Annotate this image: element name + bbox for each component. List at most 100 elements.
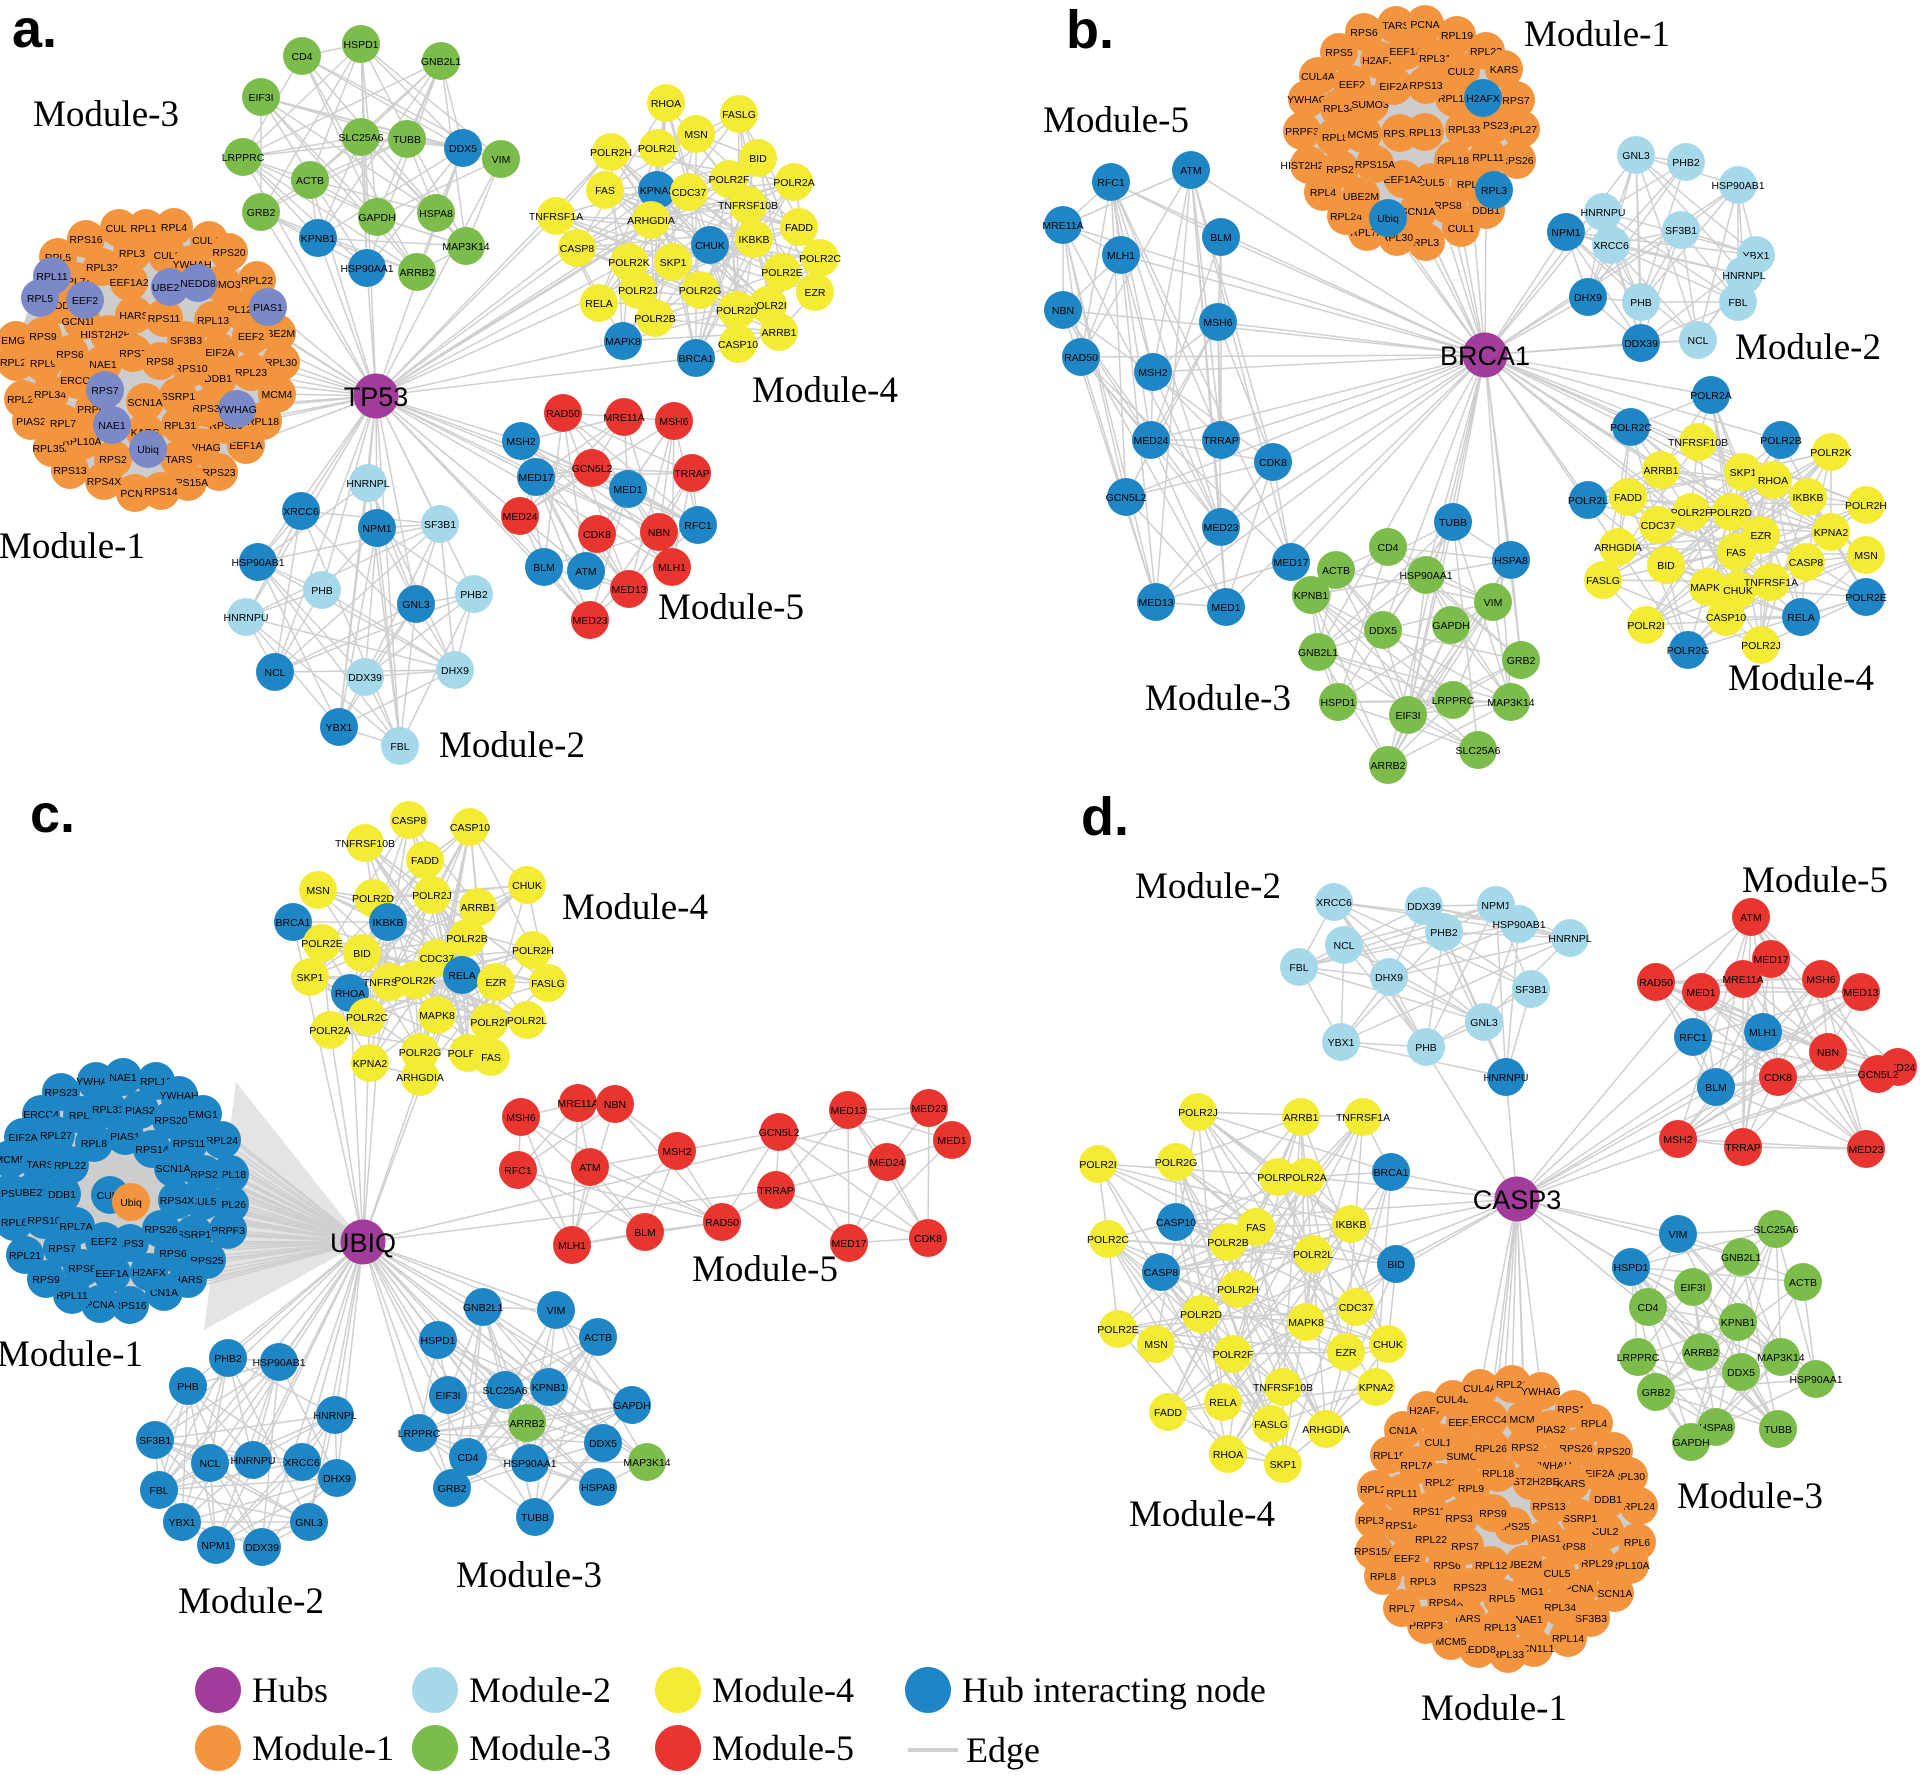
svg-text:GCN5L2: GCN5L2: [1106, 492, 1147, 504]
svg-text:RAD50: RAD50: [1639, 977, 1673, 989]
svg-text:NCL: NCL: [264, 667, 285, 679]
svg-text:RPL27: RPL27: [1505, 124, 1537, 136]
svg-text:EEF2: EEF2: [238, 331, 264, 343]
svg-text:KPNB1: KPNB1: [301, 233, 336, 245]
svg-text:GCN5L2: GCN5L2: [759, 1127, 800, 1139]
svg-text:CUL5: CUL5: [190, 1196, 217, 1208]
svg-text:CASP8: CASP8: [1144, 1267, 1179, 1279]
svg-text:FADD: FADD: [411, 855, 439, 867]
svg-text:H2AFX: H2AFX: [1466, 93, 1500, 105]
svg-text:Module-3: Module-3: [456, 1555, 602, 1596]
svg-text:GNB2L1: GNB2L1: [1721, 1252, 1761, 1264]
svg-text:MSH2: MSH2: [506, 436, 535, 448]
svg-text:GNL3: GNL3: [295, 1517, 323, 1529]
svg-text:d.: d.: [1081, 787, 1129, 847]
svg-text:NAE1: NAE1: [89, 359, 117, 371]
svg-text:RPL19: RPL19: [1441, 30, 1473, 42]
svg-text:MRE11A: MRE11A: [603, 412, 644, 424]
svg-text:MAP3K14: MAP3K14: [1757, 1352, 1804, 1364]
svg-text:RPS2: RPS2: [1511, 1442, 1539, 1454]
svg-text:RPL7A: RPL7A: [59, 1221, 92, 1233]
svg-text:NBN: NBN: [1052, 305, 1074, 317]
svg-text:FADD: FADD: [785, 222, 813, 234]
svg-text:MCM4: MCM4: [1510, 1414, 1541, 1426]
svg-text:FADD: FADD: [1614, 492, 1642, 504]
svg-text:RPS3: RPS3: [116, 1238, 144, 1250]
svg-text:MSH2: MSH2: [662, 1146, 691, 1158]
svg-text:RPL34: RPL34: [1323, 103, 1355, 115]
svg-text:MED13: MED13: [1138, 597, 1173, 609]
svg-text:UBE2M: UBE2M: [15, 1187, 51, 1199]
svg-text:POLR2G: POLR2G: [1155, 1157, 1198, 1169]
svg-text:ACTB: ACTB: [1789, 1277, 1817, 1289]
svg-text:TARS: TARS: [26, 1159, 53, 1171]
svg-text:KPNB1: KPNB1: [532, 1382, 567, 1394]
svg-text:RELA: RELA: [585, 298, 612, 310]
svg-text:MSH6: MSH6: [1806, 974, 1835, 986]
svg-text:IKBKB: IKBKB: [739, 234, 770, 246]
svg-text:HSP90AA1: HSP90AA1: [503, 1458, 556, 1470]
svg-text:SLC25A6: SLC25A6: [1754, 1224, 1799, 1236]
svg-text:NPM1: NPM1: [362, 523, 391, 535]
svg-text:GNB2L1: GNB2L1: [463, 1302, 503, 1314]
svg-text:POLR2L: POLR2L: [1568, 495, 1608, 507]
svg-text:TRRAP: TRRAP: [1725, 1142, 1761, 1154]
svg-text:POLR2J: POLR2J: [1741, 640, 1781, 652]
svg-text:LRPPRC: LRPPRC: [398, 1428, 441, 1440]
svg-text:Edge: Edge: [966, 1730, 1040, 1770]
svg-text:NPM1: NPM1: [1551, 227, 1580, 239]
svg-text:NEDD8: NEDD8: [180, 278, 216, 290]
svg-text:LRPPRC: LRPPRC: [1617, 1352, 1660, 1364]
svg-text:CDK8: CDK8: [583, 529, 611, 541]
svg-text:FASLG: FASLG: [531, 978, 565, 990]
svg-text:TRRAP: TRRAP: [758, 1185, 794, 1197]
svg-text:SF3B1: SF3B1: [1665, 225, 1697, 237]
svg-text:MED13: MED13: [1843, 987, 1878, 999]
svg-text:POLR2A: POLR2A: [773, 177, 814, 189]
svg-text:RPL22: RPL22: [54, 1160, 86, 1172]
svg-text:HNRNPL: HNRNPL: [1722, 270, 1765, 282]
svg-text:Ubiq: Ubiq: [137, 444, 159, 456]
svg-text:PHB2: PHB2: [460, 589, 488, 601]
svg-text:PIAS2: PIAS2: [1536, 1424, 1566, 1436]
svg-text:POLR2H: POLR2H: [1217, 1284, 1259, 1296]
svg-text:POLR2D: POLR2D: [352, 893, 394, 905]
svg-text:KPNA2: KPNA2: [1359, 1382, 1394, 1394]
svg-text:HNRNPU: HNRNPU: [1484, 1072, 1529, 1084]
svg-text:Module-3: Module-3: [33, 94, 179, 135]
svg-text:PHB2: PHB2: [214, 1353, 242, 1365]
svg-text:MED13: MED13: [830, 1105, 865, 1117]
svg-text:CASP8: CASP8: [560, 243, 595, 255]
svg-text:SKP1: SKP1: [660, 257, 687, 269]
svg-text:RPL11: RPL11: [36, 271, 67, 283]
svg-text:MED1: MED1: [937, 1135, 966, 1147]
svg-text:EMG1: EMG1: [1514, 1586, 1544, 1598]
svg-text:POLR2K: POLR2K: [1810, 447, 1851, 459]
svg-text:H2AFX: H2AFX: [1362, 55, 1396, 67]
svg-text:MSN: MSN: [1144, 1339, 1167, 1351]
svg-text:POLR2A: POLR2A: [1690, 390, 1731, 402]
svg-text:RPL10A: RPL10A: [1610, 1560, 1649, 1572]
svg-text:IKBKB: IKBKB: [1336, 1219, 1367, 1231]
svg-text:EIF3I: EIF3I: [1680, 1282, 1705, 1294]
svg-text:POLR2G: POLR2G: [679, 285, 722, 297]
svg-text:FASLG: FASLG: [1254, 1419, 1288, 1431]
svg-text:FBL: FBL: [1728, 297, 1747, 309]
svg-text:RPL27: RPL27: [7, 394, 39, 406]
svg-text:YBX1: YBX1: [169, 1517, 196, 1529]
svg-text:MED23: MED23: [1203, 522, 1238, 534]
svg-text:GCN5L2: GCN5L2: [1858, 1069, 1899, 1081]
svg-text:CHUK: CHUK: [512, 880, 542, 892]
svg-text:UBIQ: UBIQ: [330, 1228, 396, 1258]
svg-text:RPL14: RPL14: [1438, 93, 1470, 105]
svg-text:NCL: NCL: [199, 1458, 220, 1470]
svg-text:MED1: MED1: [613, 484, 642, 496]
svg-text:POLR2I: POLR2I: [1627, 620, 1664, 632]
svg-text:RPS9: RPS9: [1479, 1508, 1507, 1520]
svg-text:CASP10: CASP10: [1156, 1217, 1196, 1229]
svg-text:POLR2J: POLR2J: [412, 890, 452, 902]
svg-text:POLR2F: POLR2F: [1213, 1349, 1254, 1361]
svg-text:RPS10: RPS10: [27, 1215, 60, 1227]
svg-text:EIF3I: EIF3I: [248, 92, 273, 104]
svg-text:b.: b.: [1066, 0, 1114, 60]
